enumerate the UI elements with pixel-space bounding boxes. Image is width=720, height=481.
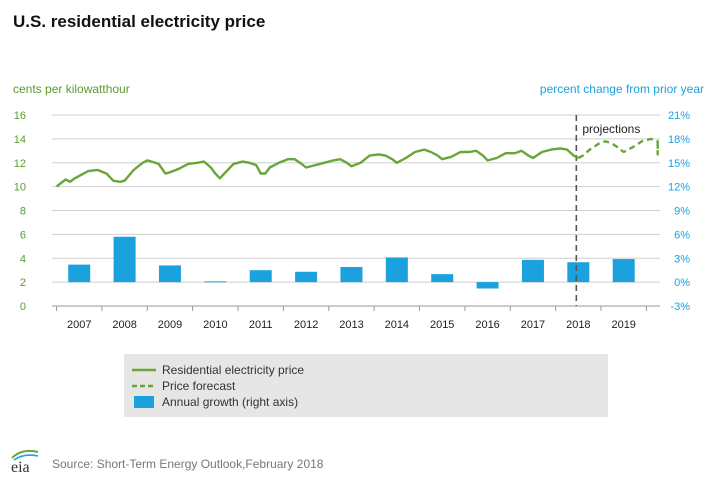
legend-swatch-dashed (132, 380, 156, 392)
projections-annotation: projections (582, 122, 640, 136)
source-note: Source: Short-Term Energy Outlook,Februa… (52, 457, 324, 471)
x-tick-label: 2010 (203, 319, 227, 331)
legend-label-growth: Annual growth (right axis) (162, 395, 299, 409)
growth-bar (204, 281, 227, 283)
x-tick-label: 2013 (339, 319, 363, 331)
right-tick-label: 6% (674, 229, 690, 241)
x-tick-label: 2012 (294, 319, 318, 331)
right-axis-label: percent change from prior year (539, 82, 704, 96)
x-tick-label: 2019 (611, 319, 635, 331)
growth-bar (612, 259, 635, 283)
forecast-line (577, 137, 659, 160)
left-tick-label: 2 (20, 277, 26, 289)
growth-bar (567, 262, 590, 283)
left-tick-label: 14 (14, 134, 26, 146)
right-tick-label: -3% (670, 301, 690, 313)
right-tick-label: 12% (668, 182, 690, 194)
legend-label-price: Residential electricity price (162, 363, 305, 377)
left-tick-label: 16 (14, 110, 26, 122)
left-tick-label: 10 (14, 182, 26, 194)
legend: Residential electricity price Price fore… (124, 354, 608, 417)
growth-bar (340, 267, 363, 283)
left-tick-label: 8 (20, 206, 26, 218)
chart-title: U.S. residential electricity price (13, 12, 266, 31)
left-tick-label: 0 (20, 301, 26, 313)
x-tick-label: 2016 (475, 319, 499, 331)
right-tick-label: 21% (668, 110, 690, 122)
growth-bar (295, 271, 318, 283)
logo-text: eia (11, 459, 30, 476)
x-tick-label: 2009 (158, 319, 182, 331)
x-tick-label: 2007 (67, 319, 91, 331)
growth-bar (68, 264, 91, 283)
growth-bar (431, 274, 454, 283)
legend-label-forecast: Price forecast (162, 379, 236, 393)
x-tick-label: 2017 (521, 319, 545, 331)
x-tick-label: 2008 (112, 319, 136, 331)
x-tick-label: 2018 (566, 319, 590, 331)
legend-item-growth: Annual growth (right axis) (132, 395, 298, 409)
legend-item-price: Residential electricity price (132, 363, 304, 377)
legend-item-forecast: Price forecast (132, 379, 235, 393)
left-tick-label: 4 (20, 253, 26, 265)
x-tick-label: 2011 (249, 319, 273, 331)
right-tick-label: 18% (668, 134, 690, 146)
chart-svg: 0 2 4 6 8 10 12 14 16 -3% 0% 3% 6% 9% 12% 15% 18% 21% 2007… (14, 110, 690, 331)
right-tick-label: 9% (674, 206, 690, 218)
x-tick-label: 2015 (430, 319, 454, 331)
left-tick-label: 6 (20, 229, 26, 241)
x-tick-label: 2014 (385, 319, 409, 331)
right-tick-label: 3% (674, 253, 690, 265)
growth-bar (476, 282, 499, 289)
left-tick-label: 12 (14, 158, 26, 170)
price-line (55, 147, 579, 188)
growth-bar (158, 265, 181, 283)
eia-logo: eia (8, 446, 48, 476)
right-tick-label: 0% (674, 277, 690, 289)
left-axis-label: cents per kilowatthour (13, 82, 130, 96)
legend-swatch-bar (132, 396, 156, 408)
growth-bar (113, 236, 136, 283)
growth-bar (385, 257, 408, 283)
right-tick-label: 15% (668, 158, 690, 170)
legend-swatch-line (132, 364, 156, 376)
growth-bar (249, 270, 272, 283)
growth-bar (521, 259, 544, 283)
